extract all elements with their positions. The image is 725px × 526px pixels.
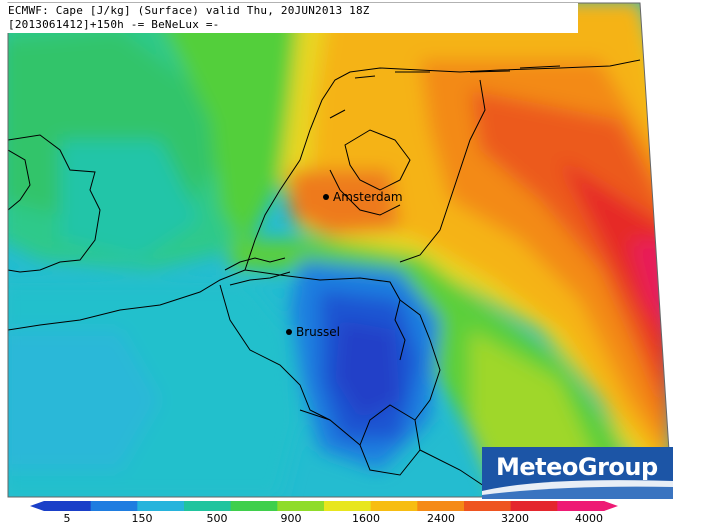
scale-segment bbox=[510, 501, 558, 511]
scale-segment bbox=[90, 501, 138, 511]
scale-labels: 5 150 500 900 1600 2400 3200 4000 bbox=[0, 512, 725, 526]
header-line-2: [2013061412]+150h -= BeNeLux =- bbox=[8, 18, 220, 31]
scale-label: 900 bbox=[280, 512, 302, 525]
scale-segment bbox=[370, 501, 418, 511]
scale-label: 500 bbox=[206, 512, 228, 525]
scale-segment bbox=[184, 501, 232, 511]
scale-label: 150 bbox=[131, 512, 153, 525]
scale-label: 3200 bbox=[501, 512, 529, 525]
color-scale bbox=[30, 501, 618, 511]
scale-right-arrow bbox=[604, 501, 618, 511]
header-box: ECMWF: Cape [J/kg] (Surface) valid Thu, … bbox=[5, 3, 578, 33]
scale-label: 2400 bbox=[427, 512, 455, 525]
scale-label: 4000 bbox=[575, 512, 603, 525]
scale-left-arrow bbox=[30, 501, 44, 511]
scale-label: 5 bbox=[63, 512, 71, 525]
scale-segment bbox=[277, 501, 325, 511]
scale-segment bbox=[137, 501, 185, 511]
meteogroup-logo: MeteoGroup bbox=[482, 447, 673, 499]
scale-segments bbox=[44, 501, 605, 511]
scale-label: 1600 bbox=[352, 512, 380, 525]
logo-text: MeteoGroup bbox=[496, 453, 658, 481]
scale-segment bbox=[557, 501, 605, 511]
scale-segment bbox=[44, 501, 92, 511]
city-brussel: Brussel bbox=[286, 325, 340, 339]
scale-segment bbox=[324, 501, 372, 511]
scale-segment bbox=[464, 501, 512, 511]
city-amsterdam-label: Amsterdam bbox=[333, 190, 403, 204]
borders bbox=[8, 59, 641, 491]
scale-segment bbox=[417, 501, 465, 511]
city-amsterdam: Amsterdam bbox=[323, 190, 403, 204]
scale-segment bbox=[230, 501, 278, 511]
header-line-1: ECMWF: Cape [J/kg] (Surface) valid Thu, … bbox=[8, 4, 370, 17]
city-brussel-label: Brussel bbox=[296, 325, 340, 339]
